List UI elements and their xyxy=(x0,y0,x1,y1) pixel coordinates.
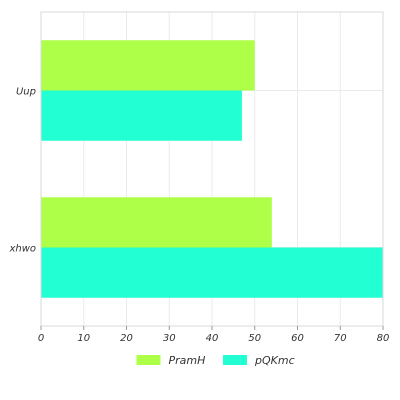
legend-label-pQKmc: pQKmc xyxy=(254,354,295,367)
x-tick-label: 40 xyxy=(206,333,219,344)
bar-PramH-xhwo xyxy=(41,197,272,248)
legend-swatch-PramH xyxy=(136,355,161,365)
x-tick-label: 50 xyxy=(248,333,261,344)
x-tick-label: 60 xyxy=(291,333,304,344)
x-tick-label: 10 xyxy=(77,333,90,344)
bar-pQKmc-Uup xyxy=(41,90,242,141)
category-label: Uup xyxy=(16,87,36,98)
x-tick-label: 70 xyxy=(334,333,347,344)
category-label: xhwo xyxy=(8,244,36,255)
x-tick-label: 30 xyxy=(163,333,176,344)
bar-pQKmc-xhwo xyxy=(41,247,383,298)
bar-PramH-Uup xyxy=(41,40,255,91)
x-tick-label: 0 xyxy=(38,333,44,344)
x-tick-label: 80 xyxy=(377,333,390,344)
legend-label-PramH: PramH xyxy=(169,354,206,367)
legend-swatch-pQKmc xyxy=(223,355,247,365)
x-tick-label: 20 xyxy=(120,333,133,344)
